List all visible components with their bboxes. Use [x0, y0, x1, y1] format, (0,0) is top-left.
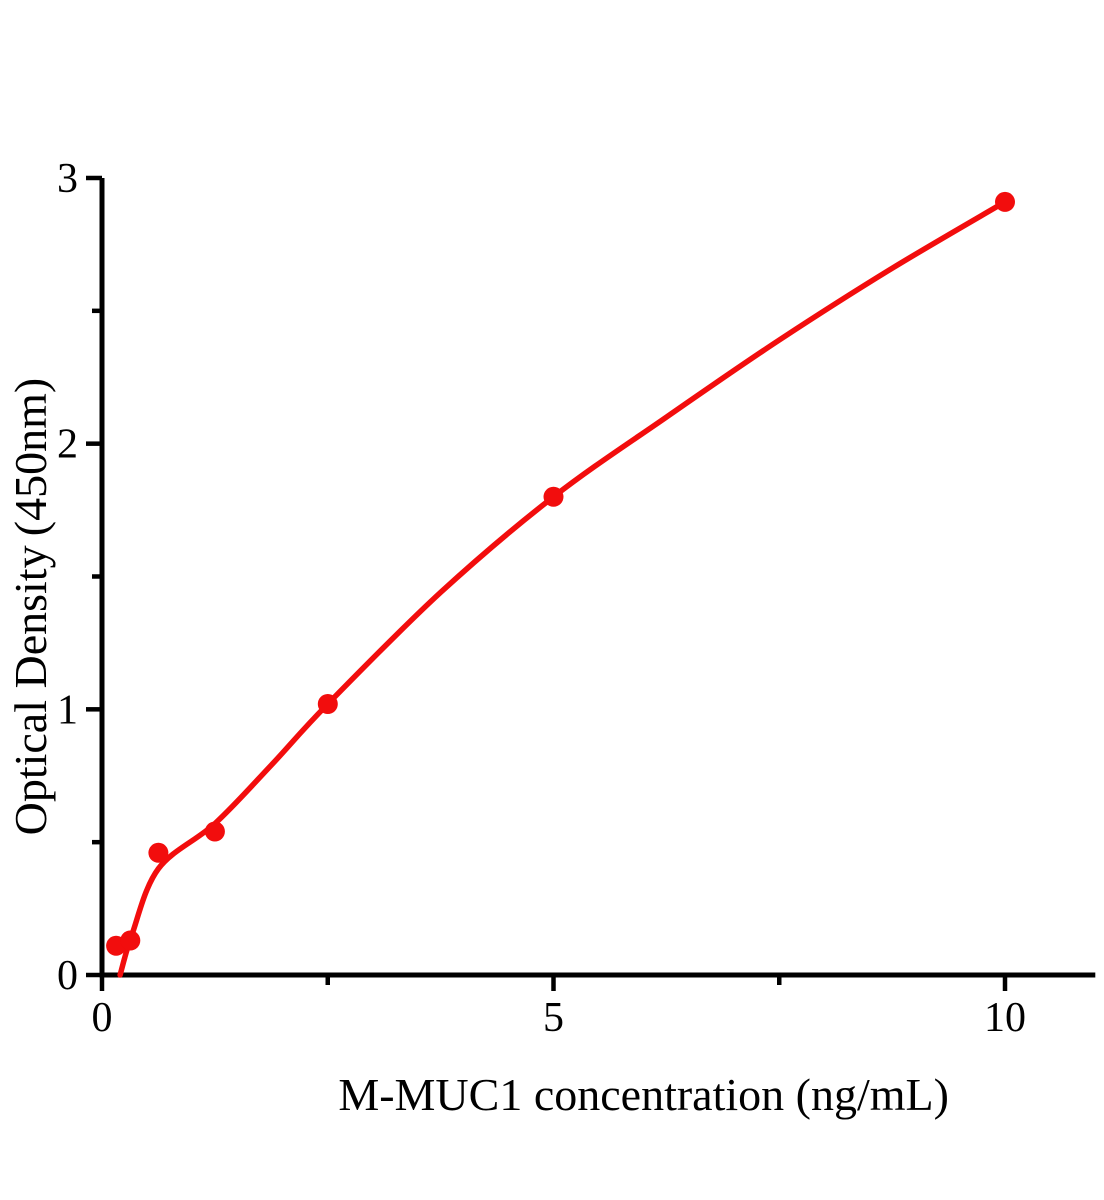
axes — [99, 177, 1096, 978]
y-tick-label: 1 — [57, 687, 78, 733]
y-tick-label: 2 — [57, 422, 78, 468]
x-axis-title: M-MUC1 concentration (ng/mL) — [338, 1069, 949, 1120]
axis-ticks — [86, 175, 1008, 991]
fitted-curve — [117, 199, 1008, 978]
x-tick-label: 5 — [543, 995, 564, 1041]
y-tick-label: 3 — [57, 156, 78, 202]
x-tick-label: 10 — [984, 995, 1026, 1041]
axis-tick-labels: 0 5 10 0 1 2 3 — [57, 156, 1026, 1041]
y-tick-label: 0 — [57, 953, 78, 999]
data-point — [317, 694, 338, 714]
x-tick-label: 0 — [92, 995, 113, 1041]
data-points — [106, 191, 1015, 956]
data-point — [995, 191, 1015, 212]
data-point — [120, 930, 141, 951]
data-point — [204, 821, 225, 842]
data-point — [148, 842, 169, 863]
data-point — [543, 486, 564, 507]
y-axis-title: Optical Density (450nm) — [5, 369, 56, 836]
